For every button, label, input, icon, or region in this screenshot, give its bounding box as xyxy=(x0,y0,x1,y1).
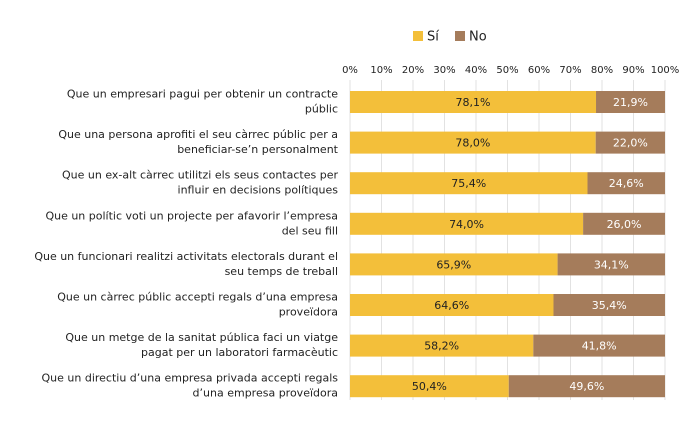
value-label: 74,0% xyxy=(449,218,484,231)
bar-segment xyxy=(508,375,665,398)
y-tick-line: pagat per un laboratori farmacèutic xyxy=(141,346,338,359)
bar-segment xyxy=(583,212,665,235)
x-tick-label: 40% xyxy=(465,65,487,76)
y-tick-line: Que un ex-alt càrrec utilitzi els seus c… xyxy=(62,169,338,182)
y-tick-line: Que un càrrec públic accepti regals d’un… xyxy=(57,291,338,304)
y-tick-line: Que un directiu d’una empresa privada ac… xyxy=(42,372,339,385)
bar-segment xyxy=(595,131,665,154)
value-label: 49,6% xyxy=(569,380,604,393)
value-label: 21,9% xyxy=(613,96,648,109)
bar-segment xyxy=(553,294,665,316)
value-label: 50,4% xyxy=(412,380,447,393)
value-label: 34,1% xyxy=(594,258,629,271)
y-tick-label: Que un empresari pagui per obtenir un co… xyxy=(67,88,338,116)
bar-segment xyxy=(350,294,554,316)
value-label: 24,6% xyxy=(609,177,644,190)
y-tick-line: del seu fill xyxy=(282,224,338,237)
bar-segment xyxy=(350,212,584,235)
bar-segment xyxy=(350,253,558,276)
x-tick-label: 30% xyxy=(433,65,455,76)
y-tick-label: Que un funcionari realitzi activitats el… xyxy=(34,250,338,278)
x-tick-label: 60% xyxy=(528,65,550,76)
value-label: 75,4% xyxy=(451,177,486,190)
y-tick-label: Que un metge de la sanitat pública faci … xyxy=(65,331,338,359)
y-tick-line: Que un empresari pagui per obtenir un co… xyxy=(67,88,338,101)
y-tick-label: Que un càrrec públic accepti regals d’un… xyxy=(57,291,338,319)
y-tick-line: públic xyxy=(305,103,338,116)
y-tick-line: Que un metge de la sanitat pública faci … xyxy=(65,331,338,344)
y-tick-label: Que una persona aprofiti el seu càrrec p… xyxy=(58,128,338,156)
bar-segment xyxy=(350,172,588,195)
value-label: 78,0% xyxy=(455,137,490,150)
x-tick-label: 90% xyxy=(622,65,644,76)
legend-label: No xyxy=(469,30,487,45)
x-tick-label: 20% xyxy=(402,65,424,76)
x-tick-label: 0% xyxy=(342,65,358,76)
bar-segment xyxy=(587,172,665,195)
x-tick-label: 70% xyxy=(559,65,581,76)
value-label: 22,0% xyxy=(613,137,648,150)
x-tick-label: 80% xyxy=(591,65,613,76)
y-tick-line: beneficiar-se’n personalment xyxy=(177,143,338,156)
value-label: 64,6% xyxy=(434,299,469,312)
legend-swatch xyxy=(455,31,465,41)
y-tick-label: Que un directiu d’una empresa privada ac… xyxy=(42,372,339,400)
bar-segment xyxy=(350,334,534,357)
bar-segment xyxy=(350,91,597,113)
bar-segment xyxy=(557,253,665,276)
x-tick-label: 50% xyxy=(496,65,518,76)
x-tick-label: 10% xyxy=(370,65,392,76)
y-tick-line: Que un funcionari realitzi activitats el… xyxy=(34,250,338,263)
x-tick-label: 100% xyxy=(651,65,680,76)
bar-segment xyxy=(350,131,596,154)
y-tick-line: seu temps de treball xyxy=(225,265,338,278)
value-label: 58,2% xyxy=(424,340,459,353)
y-tick-line: Que una persona aprofiti el seu càrrec p… xyxy=(58,128,338,141)
y-tick-line: d’una empresa proveïdora xyxy=(193,387,338,400)
y-tick-label: Que un polític voti un projecte per afav… xyxy=(45,209,338,237)
y-tick-line: Que un polític voti un projecte per afav… xyxy=(45,209,338,222)
value-label: 26,0% xyxy=(607,218,642,231)
bar-segment xyxy=(596,91,665,113)
value-label: 35,4% xyxy=(592,299,627,312)
legend-label: Sí xyxy=(427,30,439,45)
bar-segment xyxy=(350,375,509,398)
legend-swatch xyxy=(413,31,423,41)
y-tick-line: proveïdora xyxy=(279,306,338,319)
value-label: 41,8% xyxy=(582,340,617,353)
value-label: 78,1% xyxy=(456,96,491,109)
y-tick-label: Que un ex-alt càrrec utilitzi els seus c… xyxy=(62,169,338,197)
value-label: 65,9% xyxy=(436,258,471,271)
y-tick-line: influir en decisions polítiques xyxy=(178,184,339,197)
bar-segment xyxy=(533,334,665,357)
